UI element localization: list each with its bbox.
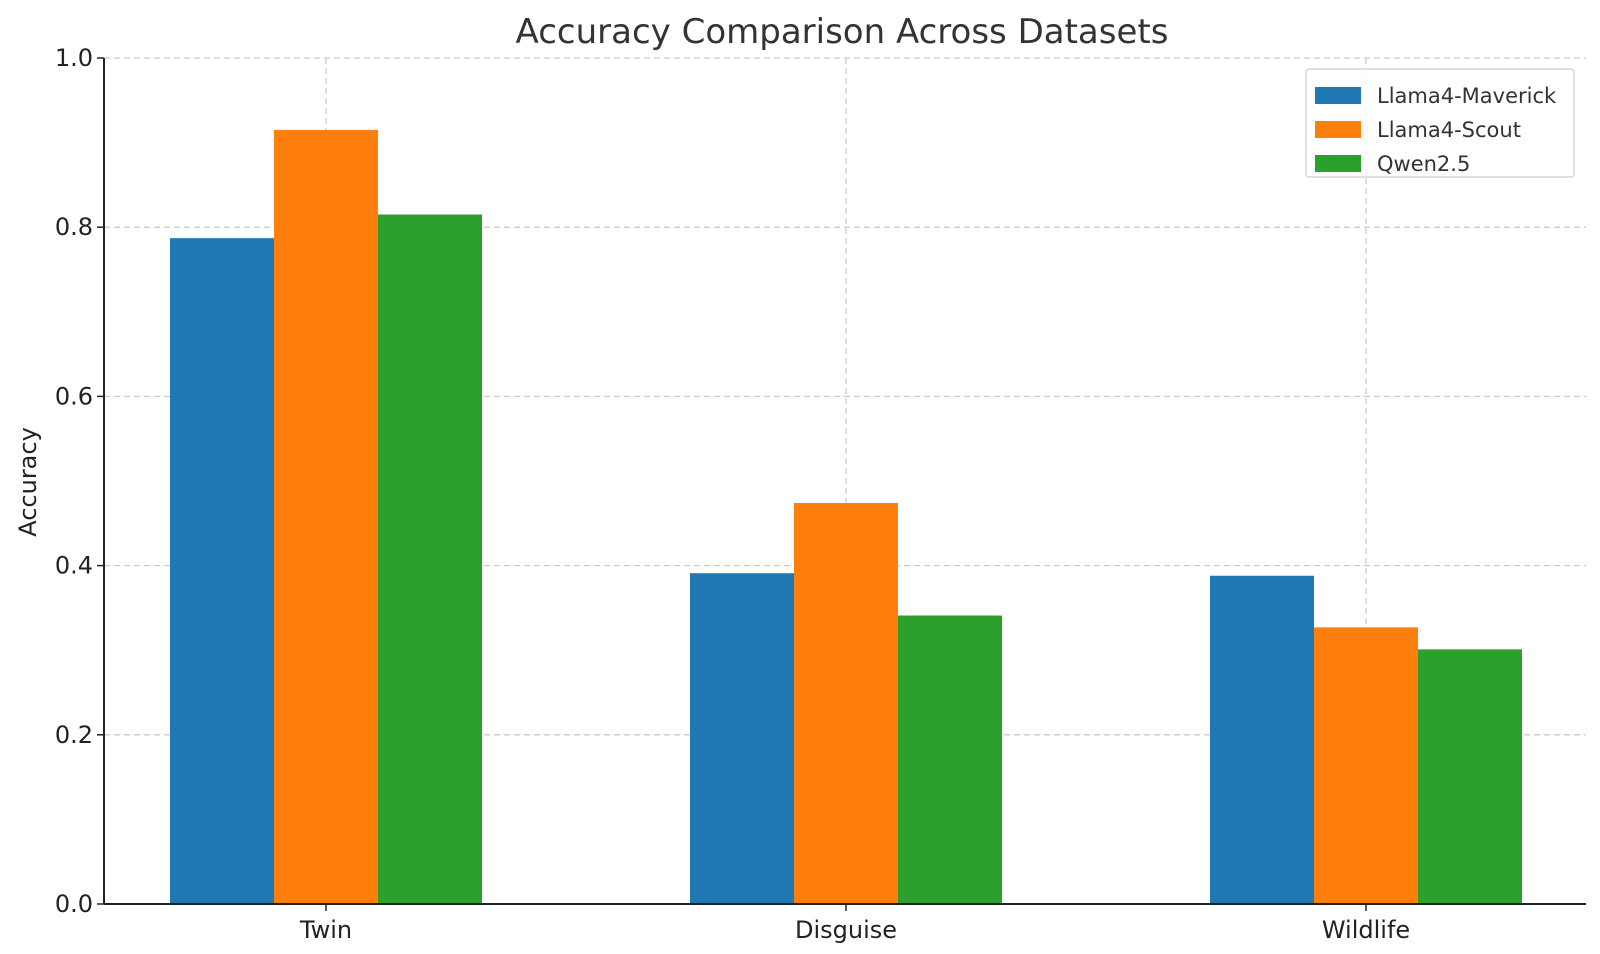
bar-qwen2-5-twin	[378, 214, 482, 904]
y-tick-label: 0.2	[55, 721, 93, 749]
legend-swatch	[1315, 155, 1361, 172]
legend: Llama4-Maverick Llama4-Scout Qwen2.5	[1305, 68, 1575, 178]
legend-label: Qwen2.5	[1377, 152, 1470, 176]
bar-llama4-scout-disguise	[794, 502, 898, 904]
bar-llama4-scout-wildlife	[1314, 627, 1418, 904]
legend-label: Llama4-Maverick	[1377, 84, 1557, 108]
axes	[97, 57, 1586, 911]
y-tick-label: 0.4	[55, 552, 93, 580]
chart-title: Accuracy Comparison Across Datasets	[516, 12, 1169, 52]
y-axis-label: Accuracy	[14, 427, 42, 537]
bar-qwen2-5-disguise	[898, 615, 1002, 904]
bar-llama4-maverick-wildlife	[1210, 575, 1314, 904]
legend-box	[1305, 68, 1575, 178]
y-tick-label: 0.6	[55, 382, 93, 410]
bar-llama4-maverick-twin	[170, 238, 274, 904]
x-tick-label: Twin	[299, 916, 352, 944]
y-tick-label: 1.0	[55, 44, 93, 72]
bar-qwen2-5-wildlife	[1418, 649, 1522, 904]
y-tick-label: 0.0	[55, 890, 93, 918]
bar-llama4-scout-twin	[274, 129, 378, 904]
legend-label: Llama4-Scout	[1377, 118, 1521, 142]
bars	[170, 129, 1522, 904]
x-tick-label: Disguise	[795, 916, 897, 944]
legend-swatch	[1315, 87, 1361, 104]
y-tick-label: 0.8	[55, 213, 93, 241]
tick-labels: 0.0 0.2 0.4 0.6 0.8 1.0 Twin Disguise Wildlife	[55, 44, 1410, 944]
x-tick-label: Wildlife	[1322, 916, 1410, 944]
bar-llama4-maverick-disguise	[690, 573, 794, 904]
legend-swatch	[1315, 121, 1361, 138]
